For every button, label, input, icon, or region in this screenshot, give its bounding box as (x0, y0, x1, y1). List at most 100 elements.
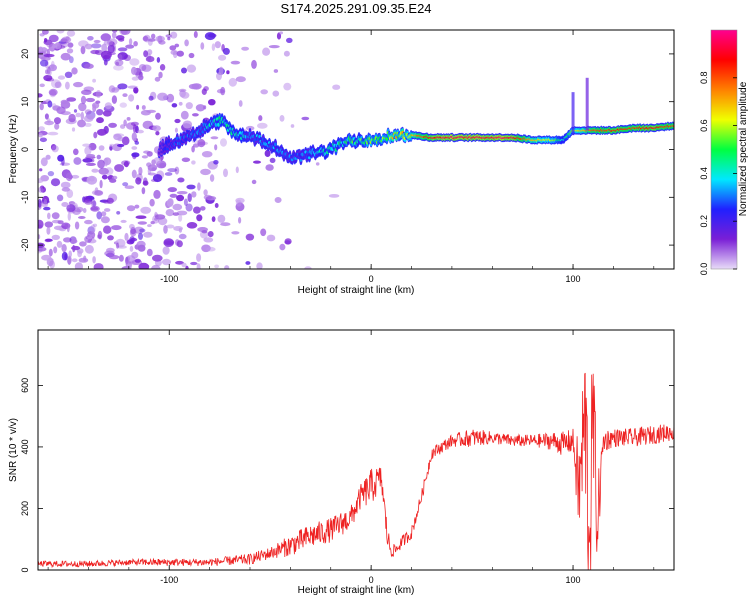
spectrogram-noise-blob (64, 71, 73, 79)
spectrogram-noise-blob (111, 95, 117, 104)
spectrogram-noise-blob (54, 81, 62, 89)
spectrogram-noise-blob (153, 189, 161, 199)
spectrogram-noise-blob (75, 112, 82, 118)
spectrogram-noise-blob (245, 233, 255, 241)
spectrogram-noise-blob (94, 190, 104, 196)
spectrogram-noise-blob (120, 30, 131, 35)
spectrogram-noise-blob (99, 199, 109, 203)
spectrogram-noise-blob (57, 220, 64, 225)
spectrogram-noise-blob (276, 32, 282, 40)
spectrogram-noise-blob (108, 85, 116, 93)
spectrogram-noise-blob (146, 248, 153, 257)
snr-y-axis-label: SNR (10 * v/v) (8, 418, 19, 482)
spectrogram-noise-blob (56, 240, 63, 248)
spectrogram-noise-blob (45, 40, 53, 48)
spectrogram-noise-blob (200, 206, 206, 211)
spectrogram-noise-blob (38, 126, 45, 132)
spectrogram-noise-blob (138, 64, 147, 72)
spectrogram-noise-blob (129, 223, 135, 230)
spectrogram-noise-blob (169, 45, 177, 51)
spectrogram-noise-blob (265, 164, 274, 171)
colorbar-gradient (711, 30, 737, 269)
colorbar-tick-label: 0.4 (699, 167, 709, 180)
spectrogram-noise-blob (201, 230, 208, 234)
page-title: S174.2025.291.09.35.E24 (280, 1, 432, 16)
spectrogram-noise-blob (56, 30, 65, 34)
spectrogram-noise-blob (183, 198, 188, 206)
spectrogram-noise-blob (90, 43, 102, 49)
ridge-core (201, 130, 205, 134)
spectrogram-noise-blob (71, 174, 80, 179)
spectrogram-noise-blob (174, 127, 178, 133)
spectrogram-noise-blob (45, 69, 49, 75)
spectrogram-noise-blob (48, 34, 59, 43)
spectrogram-noise-blob (78, 40, 89, 48)
spectrogram-noise-blob (235, 166, 239, 174)
spectrogram-noise-blob (214, 144, 218, 151)
spectrogram-ridge (157, 77, 674, 166)
spectrogram-noise-blob (61, 244, 67, 253)
spectrogram-noise-blob (120, 219, 127, 223)
spectrogram-noise-blob (214, 203, 219, 208)
spectrogram-noise-blob (135, 177, 142, 185)
spectrogram-noise-blob (147, 49, 153, 56)
spectrogram-noise-blob (57, 154, 65, 162)
spectrogram-noise-blob (109, 178, 117, 183)
spectrogram-noise-blob (117, 143, 125, 148)
colorbar: 0.0 0.2 0.4 0.6 0.8 Normalized spectral ampl… (699, 29, 749, 275)
spectrogram-noise-blob (279, 115, 285, 122)
spectrogram-x-axis: -100 0 100 (47, 30, 655, 284)
spectrogram-noise-blob (235, 202, 245, 212)
ridge-core (157, 151, 161, 155)
spectrogram-noise-blob (102, 199, 111, 204)
spectrogram-noise-blob (141, 187, 146, 195)
spectrogram-noise-blob (84, 63, 94, 69)
spectrogram-noise-blob (235, 197, 245, 204)
spectrogram-noise-blob (178, 88, 187, 92)
spectrogram-noise-blob (130, 121, 139, 126)
spectrogram-noise-blob (96, 211, 102, 220)
spectrogram-noise-blob (166, 93, 175, 103)
snr-frame (37, 329, 675, 571)
spectrogram-noise-blob (176, 191, 188, 195)
spectrogram-noise-blob (164, 172, 173, 176)
spectrogram-noise-blob (137, 244, 146, 252)
spectrogram-noise-blob (43, 206, 51, 211)
ridge-core (306, 150, 310, 154)
colorbar-tick-label: 0.6 (699, 119, 709, 132)
spectrogram-noise-blob (251, 59, 257, 69)
spectrogram-noise-blob (60, 99, 68, 105)
spectrogram-noise-blob (203, 194, 213, 200)
spectrogram-noise-blob (176, 50, 184, 57)
spectrogram-noise-blob (65, 118, 77, 125)
spectrogram-noise-blob (103, 59, 108, 66)
spectrogram-noise-blob (38, 246, 47, 252)
spectrogram-noise-blob (107, 44, 115, 53)
spectrogram-noise-blob (66, 255, 72, 265)
spectrogram-noise-blob (256, 262, 263, 269)
spectrogram-noise-blob (90, 205, 100, 212)
spectrogram-noise-blob (155, 112, 161, 120)
spectrogram-noise-blob (136, 104, 140, 110)
spectrogram-noise-blob (131, 132, 137, 142)
ridge-core (217, 122, 220, 127)
spectrogram-noise-blob (87, 236, 93, 240)
snr-plot-area (38, 330, 674, 570)
spectrogram-noise-blob (53, 246, 58, 254)
spectrogram-noise-blob (71, 245, 81, 251)
spectrogram-y-axis-label: Frequency (Hz) (8, 115, 19, 184)
spectrogram-noise-blob (134, 258, 141, 263)
spectrogram-noise-blob (158, 71, 163, 79)
spectrogram-noise-blob (39, 137, 48, 143)
spectrogram-noise-blob (181, 67, 187, 74)
spectrogram-noise-blob (61, 202, 69, 207)
spectrogram-noise-blob (166, 198, 174, 207)
spectrogram-noise-blob (96, 109, 104, 116)
spectrogram-noise-blob (273, 69, 279, 73)
spectrogram-noise-blob (152, 125, 161, 132)
spectrogram-noise-blob (220, 222, 231, 227)
spectrogram-noise-blob (101, 43, 108, 53)
spectrogram-y-tick-label: 0 (20, 147, 30, 152)
spectrogram-noise-blob (158, 40, 166, 45)
spectrogram-noise-blob (171, 103, 178, 108)
